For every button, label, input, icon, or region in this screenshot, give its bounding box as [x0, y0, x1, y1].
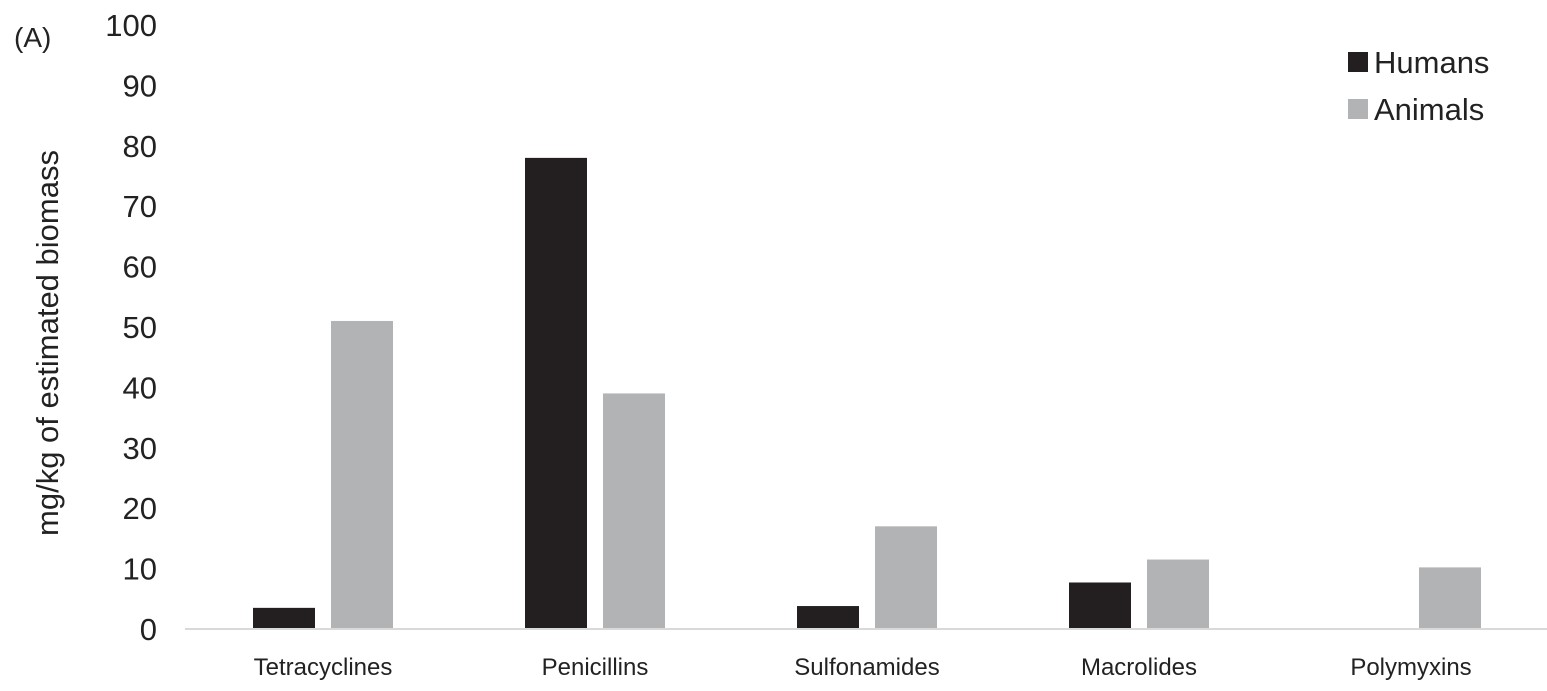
y-tick-label: 70	[123, 189, 157, 224]
y-axis-ticks: 0 10 20 30 40 50 60 70 80 90 100	[105, 8, 157, 647]
bar-humans-sulfonamides	[797, 606, 859, 629]
y-tick-label: 20	[123, 491, 157, 526]
bar-animals-macrolides	[1147, 559, 1209, 629]
y-tick-label: 40	[123, 370, 157, 405]
bar-animals-penicillins	[603, 393, 665, 629]
y-tick-label: 50	[123, 310, 157, 345]
y-tick-label: 60	[123, 250, 157, 285]
bar-humans-tetracyclines	[253, 607, 315, 629]
x-tick-label: Macrolides	[1081, 654, 1197, 681]
y-tick-label: 100	[105, 8, 157, 43]
legend-label-animals: Animals	[1374, 92, 1484, 127]
y-tick-label: 90	[123, 68, 157, 103]
bars	[253, 157, 1481, 629]
y-tick-label: 80	[123, 129, 157, 164]
y-tick-label: 0	[140, 612, 157, 647]
x-tick-label: Penicillins	[542, 654, 649, 681]
legend: Humans Animals	[1348, 45, 1489, 127]
x-tick-label: Polymyxins	[1350, 654, 1471, 681]
bar-animals-tetracyclines	[331, 320, 393, 629]
bar-animals-sulfonamides	[875, 526, 937, 629]
bar-humans-penicillins	[525, 157, 587, 629]
x-axis-ticks: Tetracyclines Penicillins Sulfonamides Macr…	[254, 654, 1472, 681]
legend-swatch-animals	[1348, 99, 1368, 119]
legend-swatch-humans	[1348, 52, 1368, 72]
y-tick-label: 30	[123, 431, 157, 466]
panel-label: (A)	[14, 22, 51, 53]
y-tick-label: 10	[123, 552, 157, 587]
x-tick-label: Sulfonamides	[794, 654, 939, 681]
bar-humans-macrolides	[1069, 582, 1131, 629]
legend-label-humans: Humans	[1374, 45, 1489, 80]
bar-animals-polymyxins	[1419, 567, 1481, 629]
y-axis-title: mg/kg of estimated biomass	[30, 150, 65, 536]
x-tick-label: Tetracyclines	[254, 654, 393, 681]
